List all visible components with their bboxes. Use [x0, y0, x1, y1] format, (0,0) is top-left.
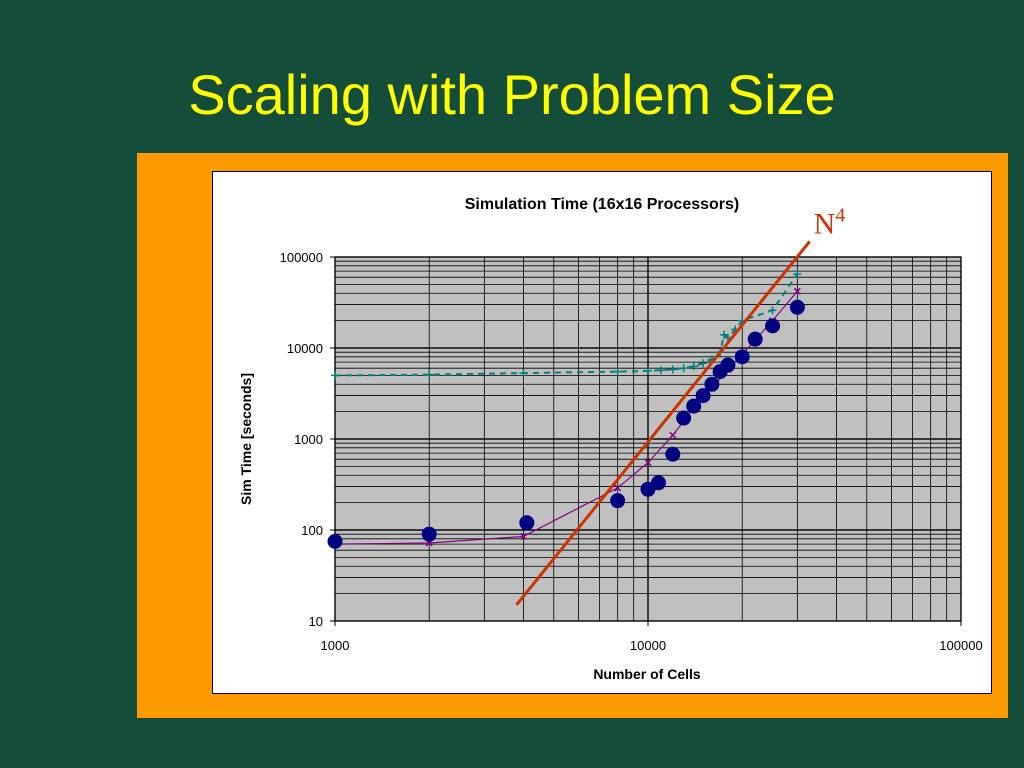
- y-tick-label: 10000: [287, 341, 323, 356]
- y-tick-label: 100: [301, 523, 323, 538]
- y-axis-label: Sim Time [seconds]: [238, 373, 254, 505]
- series-dashed-point: [644, 366, 652, 375]
- n4-annotation-exponent: 4: [835, 204, 845, 226]
- overlay-layer: N4: [515, 204, 846, 606]
- y-tick-label: 10: [309, 614, 323, 629]
- measured-point: [519, 515, 535, 531]
- x-tick-label: 100000: [939, 638, 982, 653]
- series-dashed-point: [689, 362, 698, 371]
- measured-point: [734, 349, 750, 365]
- measured-point: [327, 533, 343, 549]
- measured-point: [686, 398, 702, 414]
- series-line-point: [519, 532, 527, 540]
- series-dashed-point: [768, 306, 777, 315]
- measured-point: [747, 331, 763, 347]
- x-axis-label: Number of Cells: [593, 666, 701, 682]
- series-line-point: [614, 484, 622, 492]
- measured-point: [704, 376, 720, 392]
- series-dashed-point: [425, 370, 434, 379]
- n4-annotation-base: N: [814, 207, 836, 240]
- series-dashed-point: [331, 371, 339, 380]
- n4-fit-line: [515, 240, 811, 606]
- series-dashed-point: [519, 369, 528, 378]
- measured-point: [765, 318, 781, 334]
- measured-point: [720, 357, 736, 373]
- chart-title: Simulation Time (16x16 Processors): [465, 196, 739, 213]
- measured-point: [650, 475, 666, 491]
- y-tick-label: 1000: [294, 432, 323, 447]
- slide-title: Scaling with Problem Size: [188, 63, 836, 126]
- series-dashed-point: [668, 365, 677, 374]
- x-tick-label: 10000: [630, 638, 666, 653]
- series-line-point: [669, 431, 677, 439]
- chart-area: Simulation Time (16x16 Processors) Numbe…: [212, 171, 992, 694]
- measured-point: [789, 299, 805, 315]
- measured-point: [610, 493, 626, 509]
- measured-point: [665, 446, 681, 462]
- series-dashed-point: [679, 364, 688, 373]
- chart-svg: Simulation Time (16x16 Processors) Numbe…: [238, 196, 983, 682]
- measured-point: [695, 388, 711, 404]
- series-dashed-point: [793, 270, 802, 279]
- measured-point: [421, 526, 437, 542]
- measured-point: [676, 410, 692, 426]
- series-dashed-point: [656, 366, 665, 375]
- n4-annotation: N4: [814, 204, 846, 240]
- series-dashed-point: [699, 359, 708, 368]
- x-tick-label: 1000: [321, 638, 350, 653]
- plot-layer: 10 100 1000 10000 100000 1000 10000 100000: [280, 250, 983, 653]
- series-line-point: [793, 287, 801, 295]
- y-tick-label: 100000: [280, 250, 323, 265]
- series-dashed-point: [613, 367, 622, 376]
- series-dashed-line: [334, 273, 799, 377]
- series-line-point: [644, 459, 652, 467]
